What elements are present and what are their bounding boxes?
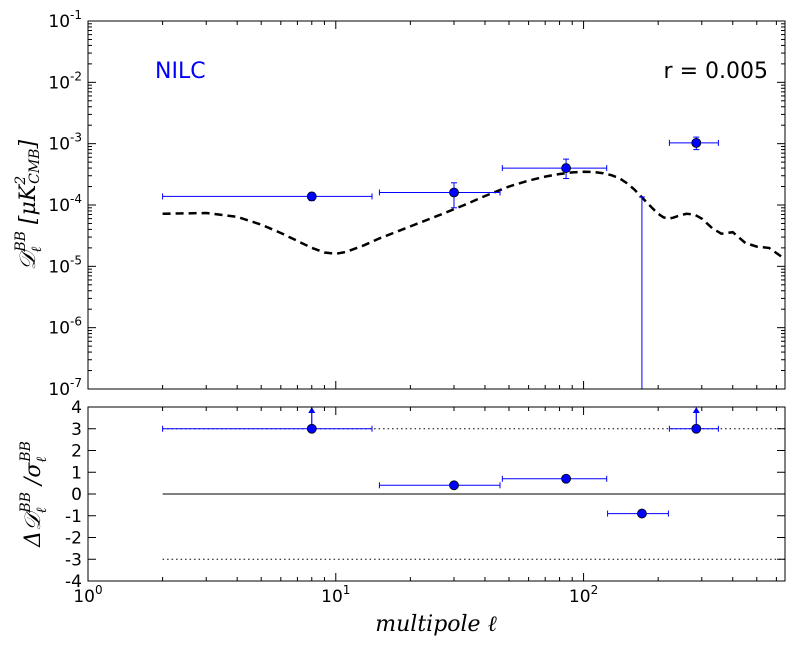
residual-point (501, 473, 608, 484)
data-marker (449, 187, 459, 198)
y-tick-label: 10-4 (48, 192, 82, 216)
data-marker (691, 137, 702, 148)
x-axis-label-text: multipole (375, 612, 480, 637)
y-tick-label: 0 (71, 485, 82, 505)
ylabel-main: 𝒟 (16, 248, 41, 270)
ylabel-unit: μK (16, 183, 41, 215)
top-plot-frame (87, 20, 786, 390)
y-tick-label: 10-3 (48, 131, 82, 155)
top-y-axis-label: 𝒟ℓBB [μK2CMB] (13, 140, 45, 271)
y-tick-label: 3 (71, 420, 82, 440)
res-ylabel-main: Δ𝒟 (21, 509, 46, 548)
x-tick-label: 101 (321, 583, 350, 607)
y-tick-label: 10-6 (48, 315, 82, 339)
top-axis-ticks: 10-1 10-2 10-3 10-4 10-5 10-6 10-7 (48, 8, 785, 400)
data-marker (637, 508, 647, 519)
y-tick-label: -4 (65, 572, 82, 592)
y-tick-label: -3 (65, 550, 82, 570)
data-marker (306, 423, 317, 434)
model-curve-line (162, 170, 785, 261)
ylabel-unit-sup: 2 (13, 176, 29, 186)
arrow-head (692, 407, 700, 413)
reference-lines (162, 428, 785, 560)
y-tick-label: 10-5 (48, 253, 82, 277)
x-axis-label: multipole ℓ (375, 612, 497, 637)
res-ylabel-sup: BB (18, 492, 34, 514)
residual-point (668, 407, 719, 434)
y-tick-label: 2 (71, 442, 82, 462)
residual-point (607, 508, 669, 519)
data-marker (449, 480, 459, 491)
data-marker (306, 191, 317, 202)
y-tick-label: 10-2 (48, 69, 82, 93)
top-negative-point (638, 196, 645, 389)
x-tick-label: 100 (73, 583, 102, 607)
res-ylabel-sup2: BB (18, 441, 34, 463)
y-tick-label: -2 (65, 529, 82, 549)
residual-point (378, 480, 501, 491)
top-data-point (162, 191, 373, 202)
res-ylabel-slash: /σ (21, 462, 46, 492)
y-tick-label: -1 (65, 507, 82, 527)
ylabel-unit-close: ] (16, 140, 41, 150)
res-ylabel-sub: ℓ (34, 507, 50, 513)
bottom-plot-frame (87, 406, 786, 582)
data-marker (561, 473, 571, 484)
y-tick-label: 10-1 (48, 8, 82, 32)
residual-points (162, 407, 719, 519)
top-data-point (668, 136, 719, 151)
res-ylabel-sub2: ℓ (34, 457, 50, 463)
top-data-points (162, 136, 719, 389)
method-label: NILC (155, 59, 206, 84)
residual-point (162, 407, 373, 434)
r-value-label: r = 0.005 (664, 59, 768, 84)
y-tick-label: 10-7 (48, 376, 82, 400)
ylabel-unit-open: [ (16, 215, 41, 231)
data-marker (691, 423, 702, 434)
data-marker (561, 163, 571, 173)
top-data-point (378, 182, 501, 209)
model-curve (162, 170, 785, 261)
y-tick-label: 1 (71, 463, 82, 483)
bottom-y-axis-label: Δ𝒟ℓBB /σℓBB (18, 441, 50, 548)
top-data-point (501, 158, 608, 180)
ylabel-unit-sub: CMB (27, 149, 43, 184)
x-axis-label-symbol: ℓ (488, 612, 498, 637)
x-tick-label: 102 (569, 583, 598, 607)
ylabel-sup: BB (13, 231, 29, 253)
ylabel-sub: ℓ (29, 247, 45, 253)
y-tick-label: 4 (71, 398, 82, 418)
